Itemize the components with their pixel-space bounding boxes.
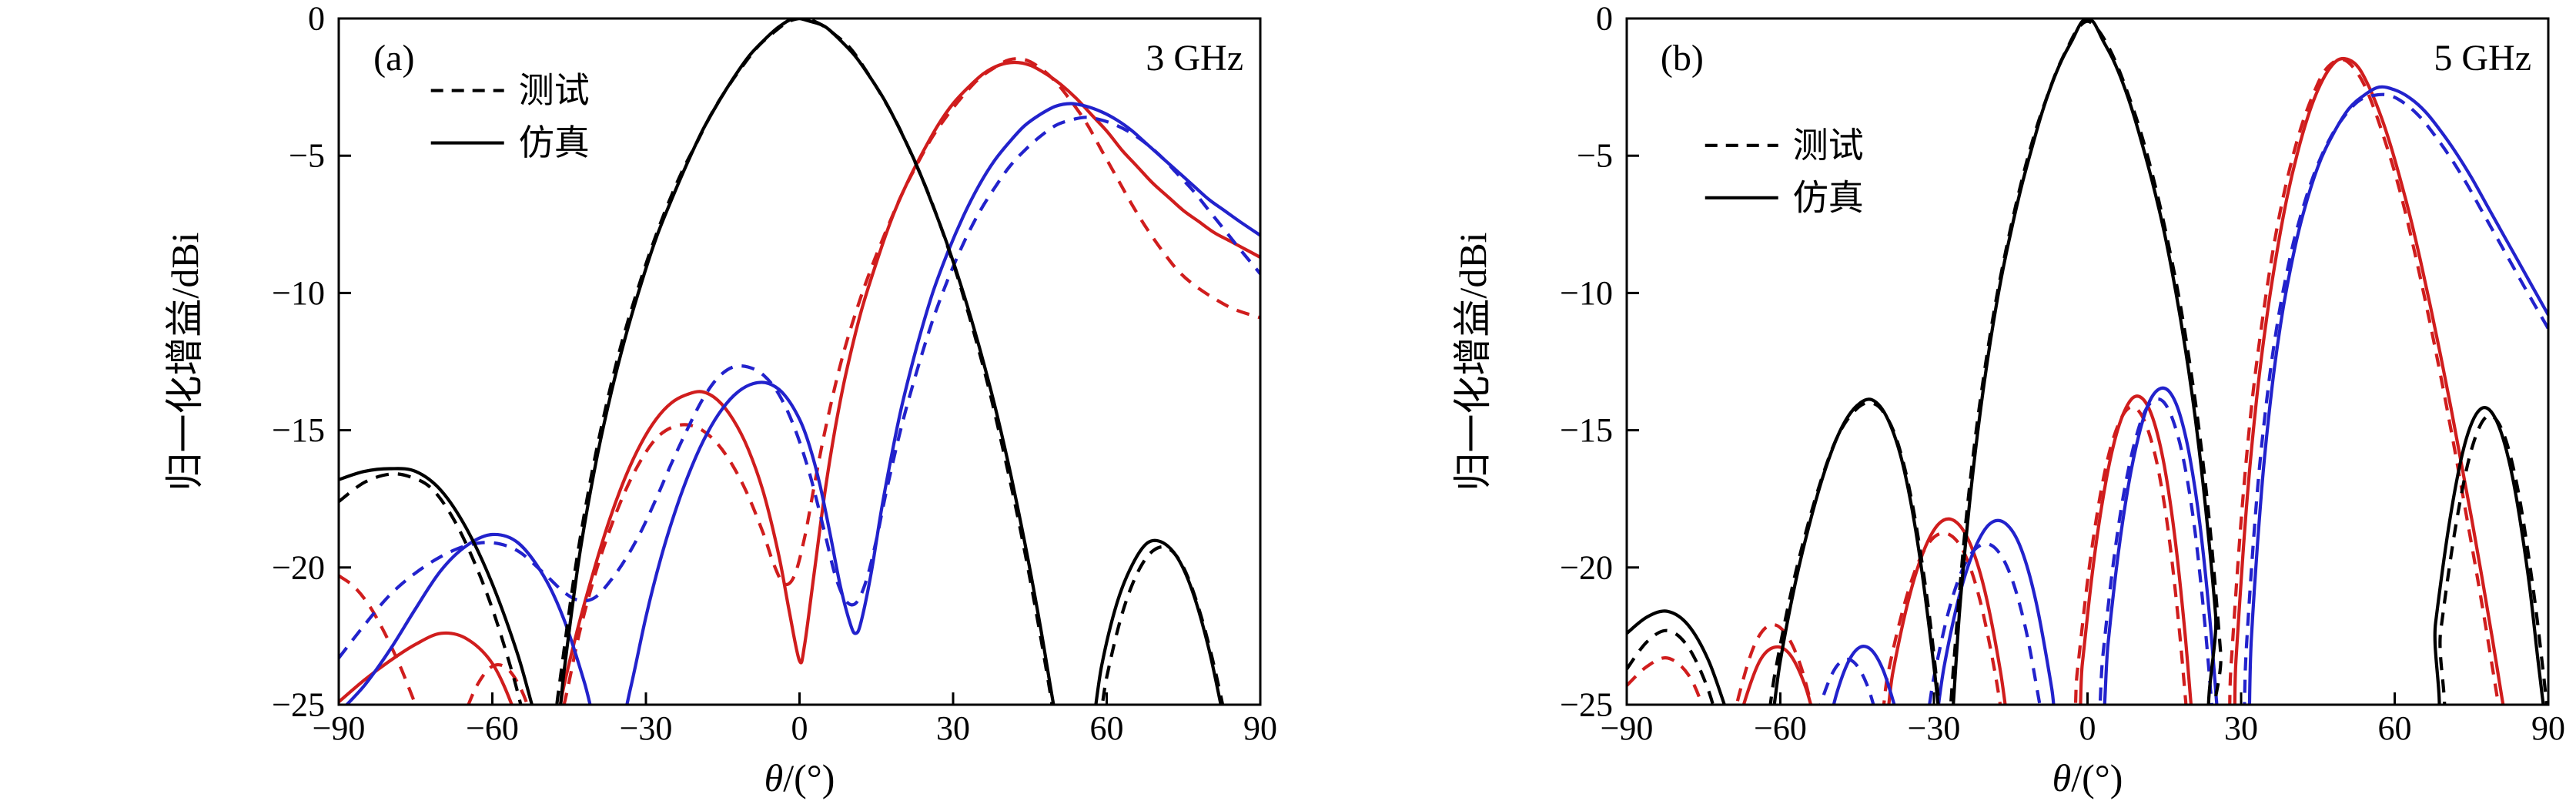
panel-a: −90 −60 −30 0 30 60 90 0 −5 −10 −15 −20 −25 θ/(°) 归一化增… [163,0,1277,799]
x-tick-label: −60 [1754,709,1807,747]
y-tick-label: −5 [289,137,325,175]
black-beam-simulation-curve [1627,18,2545,705]
x-tick-label: 0 [2079,709,2096,747]
y-tick-label: −25 [1560,686,1613,724]
x-tick-label: 90 [2531,709,2565,747]
legend-label: 测试 [519,71,590,110]
blue-beam-simulation-curve [344,102,1260,705]
chart-b-canvas: −90 −60 −30 0 30 60 90 0 −5 −10 −15 −20 −25 θ/(°) 归一化增… [1451,0,2565,799]
y-tick-label: −20 [1560,548,1613,586]
red-beam-test-curve [339,57,1260,705]
y-tick-label: −10 [1560,274,1613,312]
y-tick-label: 0 [308,0,325,38]
black-beam-test-curve [1627,19,2548,705]
black-beam-simulation-curve [339,18,1223,705]
blue-beam-test-curve [1818,92,2548,705]
series-layer [339,18,1260,705]
x-tick-label: 60 [2378,709,2412,747]
panel-b: −90 −60 −30 0 30 60 90 0 −5 −10 −15 −20 −25 θ/(°) 归一化增… [1288,0,2576,811]
x-tick-label: 30 [936,709,970,747]
x-tick-label: −60 [466,709,519,747]
y-axis-label: 归一化增益/dBi [1451,232,1494,491]
blue-beam-simulation-curve [1832,85,2548,705]
chart-a-canvas: −90 −60 −30 0 30 60 90 0 −5 −10 −15 −20 −25 θ/(°) 归一化增… [163,0,1277,799]
x-tick-label: −90 [313,709,366,747]
y-tick-label: −10 [272,274,325,312]
x-tick-label: 90 [1243,709,1277,747]
y-tick-label: −15 [1560,411,1613,449]
blue-beam-test-curve [339,116,1260,659]
series-layer [1627,18,2548,705]
y-axis-label: 归一化增益/dBi [163,232,206,491]
legend-label: 测试 [1793,126,1864,165]
panel-label: (a) [373,38,414,79]
legend-label: 仿真 [1793,178,1864,217]
panel-label: (b) [1661,38,1704,79]
x-tick-label: −30 [1908,709,1961,747]
y-tick-label: −20 [272,548,325,586]
y-tick-label: 0 [1596,0,1613,38]
red-beam-simulation-curve [1741,56,2505,705]
x-tick-label: −30 [620,709,673,747]
x-axis-label: θ/(°) [2052,756,2123,799]
red-beam-test-curve [1627,58,2501,705]
x-axis-label: θ/(°) [764,756,835,799]
y-tick-label: −25 [272,686,325,724]
x-tick-label: 60 [1090,709,1124,747]
y-tick-label: −15 [272,411,325,449]
x-tick-label: −90 [1601,709,1654,747]
red-beam-simulation-curve [339,60,1260,705]
y-tick-label: −5 [1577,137,1613,175]
frequency-annotation: 5 GHz [2434,38,2531,79]
x-tick-label: 30 [2224,709,2258,747]
plot-frame [337,17,1262,706]
frequency-annotation: 3 GHz [1146,38,1243,79]
black-beam-test-curve [339,18,1225,705]
x-tick-label: 0 [791,709,808,747]
legend-label: 仿真 [519,123,590,163]
